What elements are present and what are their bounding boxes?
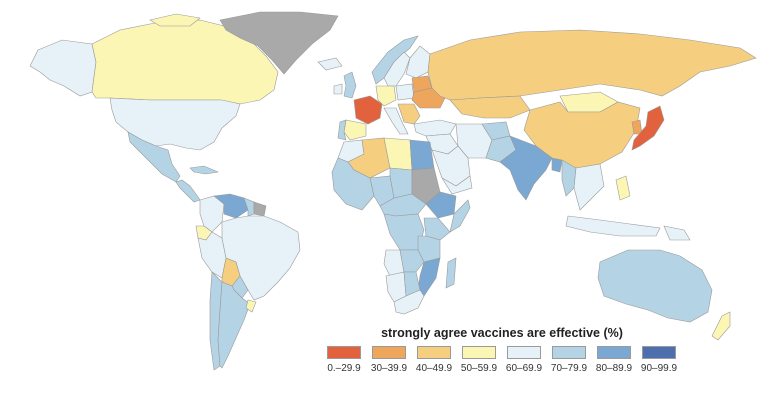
region-guyana (243, 197, 255, 217)
region-usa (109, 97, 241, 151)
legend-swatch-6 (597, 346, 631, 359)
region-turkey (413, 119, 457, 137)
legend-label-5: 70–79.9 (550, 363, 588, 374)
region-west-africa (331, 157, 375, 211)
region-ireland (333, 83, 343, 95)
region-norway (371, 35, 419, 85)
region-spain (343, 119, 367, 141)
region-uk (343, 71, 357, 99)
region-myanmar (561, 159, 577, 197)
region-poland (395, 83, 415, 101)
region-finland (405, 45, 431, 79)
legend-swatch-3 (462, 346, 496, 359)
region-kazakhstan (449, 95, 531, 119)
region-cuba (189, 165, 220, 175)
legend-swatch-7 (642, 346, 676, 359)
legend-label-6: 80–89.9 (595, 363, 633, 374)
region-italy (383, 107, 409, 135)
region-france (353, 95, 383, 125)
region-suriname (253, 201, 267, 217)
region-venezuela (213, 193, 249, 219)
region-south-africa (393, 289, 425, 315)
legend-swatch-4 (507, 346, 541, 359)
legend-swatch-0 (327, 346, 361, 359)
region-indonesia (565, 215, 661, 237)
region-chad (389, 167, 413, 199)
legend-swatch-5 (552, 346, 586, 359)
region-germany (375, 85, 397, 107)
legend-swatch-1 (372, 346, 406, 359)
region-korea (631, 119, 643, 135)
region-central-america (175, 179, 201, 203)
legend-label-3: 50–59.9 (460, 363, 498, 374)
region-argentina (217, 281, 251, 369)
legend-label-2: 40–49.9 (415, 363, 453, 374)
region-new-zealand (711, 311, 731, 341)
region-uruguay (245, 299, 257, 313)
region-india (499, 135, 553, 201)
region-japan (631, 105, 665, 151)
legend-label-4: 60–69.9 (505, 363, 543, 374)
region-portugal (337, 119, 347, 141)
legend-label-7: 90–99.9 (640, 363, 678, 374)
region-canada-islands (149, 13, 201, 27)
region-mexico (127, 131, 181, 183)
region-se-asia (573, 163, 605, 211)
region-yemen (441, 175, 473, 195)
region-australia (597, 249, 713, 323)
legend-label-0: 0.–29.9 (327, 363, 361, 374)
region-philippines (615, 175, 631, 201)
legend-title: strongly agree vaccines are effective (%… (381, 326, 623, 340)
region-peru (197, 231, 227, 279)
region-iceland (317, 57, 343, 71)
region-egypt (409, 139, 435, 171)
region-canada (91, 19, 279, 105)
region-zambia (399, 249, 425, 273)
region-balkans (397, 103, 421, 125)
region-alaska (29, 39, 97, 97)
region-madagascar (445, 257, 457, 289)
region-bangladesh (551, 157, 563, 173)
region-ethiopia (425, 191, 457, 219)
region-kenya (423, 217, 451, 241)
legend-label-1: 30–39.9 (370, 363, 408, 374)
legend-swatch-2 (417, 346, 451, 359)
region-somalia (449, 199, 471, 233)
region-greenland (219, 11, 339, 75)
region-russia (427, 29, 757, 101)
region-png (663, 225, 691, 241)
map-legend: strongly agree vaccines are effective (%… (322, 326, 682, 386)
